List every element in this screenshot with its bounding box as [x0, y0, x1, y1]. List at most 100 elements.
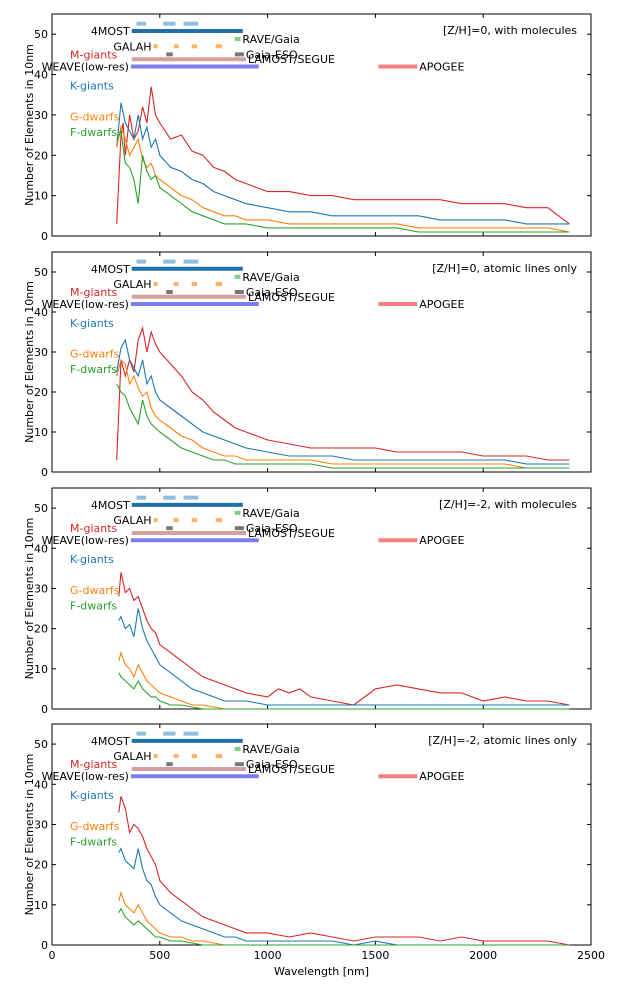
y-tick-label: 10 [34, 899, 48, 912]
y-tick-label: 50 [34, 738, 48, 751]
x-tick-label: 1000 [254, 949, 282, 962]
survey-label: LAMOST/SEGUE [248, 53, 335, 66]
survey-label: 4MOST [91, 735, 130, 748]
y-tick-label: 0 [41, 230, 48, 243]
survey-label: WEAVE(low-res) [42, 60, 129, 73]
survey-label: RAVE/Gaia [242, 743, 299, 756]
survey-label: Gaia-ESO [246, 758, 298, 771]
y-tick-label: 40 [34, 778, 48, 791]
legend-m-giants: M-giants [70, 758, 118, 771]
y-tick-label: 40 [34, 306, 48, 319]
legend-m-giants: M-giants [70, 48, 118, 61]
legend-k-giants: K-giants [70, 79, 114, 92]
survey-label: WEAVE(low-res) [42, 298, 129, 311]
survey-label: GALAH [113, 514, 151, 527]
y-tick-label: 10 [34, 663, 48, 676]
legend-k-giants: K-giants [70, 317, 114, 330]
series-line-k-giants [116, 102, 570, 225]
y-tick-label: 10 [34, 190, 48, 203]
series-line-f-dwarfs [118, 907, 570, 946]
series-line-g-dwarfs [116, 358, 570, 469]
panel-1: 0 10 20 30 40 50 Number of Elements in 10nm [Z/… [23, 13, 592, 243]
survey-label: LAMOST/SEGUE [248, 291, 335, 304]
y-tick-label: 40 [34, 542, 48, 555]
survey-label: APOGEE [419, 60, 464, 73]
survey-label: LAMOST/SEGUE [248, 763, 335, 776]
panel-title: [Z/H]=-2, atomic lines only [428, 734, 577, 747]
series-line-m-giants [116, 325, 570, 461]
y-tick-label: 20 [34, 859, 48, 872]
y-tick-label: 0 [41, 703, 48, 716]
x-tick-label: 1500 [361, 949, 389, 962]
survey-label: Gaia-ESO [246, 48, 298, 61]
y-tick-label: 20 [34, 149, 48, 162]
y-tick-label: 10 [34, 426, 48, 439]
survey-label: Gaia-ESO [246, 286, 298, 299]
y-tick-label: 50 [34, 502, 48, 515]
survey-label: RAVE/Gaia [242, 33, 299, 46]
x-tick-label: 0 [49, 949, 56, 962]
panel-title: [Z/H]=0, with molecules [443, 24, 577, 37]
y-tick-label: 40 [34, 69, 48, 82]
y-tick-label: 20 [34, 386, 48, 399]
survey-label: RAVE/Gaia [242, 271, 299, 284]
series-line-k-giants [118, 608, 570, 706]
legend-k-giants: K-giants [70, 553, 114, 566]
x-tick-label: 500 [149, 949, 170, 962]
legend-g-dwarfs: G-dwarfs [70, 111, 120, 124]
series-line-m-giants [118, 572, 570, 706]
survey-label: WEAVE(low-res) [42, 534, 129, 547]
survey-label: APOGEE [419, 298, 464, 311]
legend-f-dwarfs: F-dwarfs [70, 363, 117, 376]
x-tick-label: 2000 [469, 949, 497, 962]
series-line-g-dwarfs [116, 124, 570, 233]
legend-g-dwarfs: G-dwarfs [70, 584, 120, 597]
y-tick-label: 50 [34, 266, 48, 279]
y-tick-label: 50 [34, 28, 48, 41]
y-tick-label: 20 [34, 623, 48, 636]
series-line-m-giants [118, 796, 570, 946]
survey-label: GALAH [113, 278, 151, 291]
panel-2: 0 10 20 30 40 50 Number of Elements in 10nm [Z/… [23, 251, 592, 479]
panel-title: [Z/H]=0, atomic lines only [432, 262, 577, 275]
series-line-k-giants [116, 338, 570, 465]
panel-3: 0 10 20 30 40 50 Number of Elements in 10nm [Z/… [23, 487, 592, 716]
y-axis-label: Number of Elements in 10nm [23, 281, 36, 443]
y-tick-label: 0 [41, 466, 48, 479]
y-axis-label: Number of Elements in 10nm [23, 518, 36, 680]
legend-m-giants: M-giants [70, 522, 118, 535]
legend-g-dwarfs: G-dwarfs [70, 820, 120, 833]
legend-f-dwarfs: F-dwarfs [70, 126, 117, 139]
survey-label: LAMOST/SEGUE [248, 527, 335, 540]
legend-g-dwarfs: G-dwarfs [70, 348, 120, 361]
y-tick-label: 30 [34, 346, 48, 359]
y-tick-label: 30 [34, 109, 48, 122]
survey-label: RAVE/Gaia [242, 507, 299, 520]
series-line-f-dwarfs [116, 383, 570, 469]
legend-f-dwarfs: F-dwarfs [70, 600, 117, 613]
y-axis-label: Number of Elements in 10nm [23, 44, 36, 206]
y-tick-label: 30 [34, 818, 48, 831]
survey-label: GALAH [113, 40, 151, 53]
panel-title: [Z/H]=-2, with molecules [439, 498, 577, 511]
legend-m-giants: M-giants [70, 286, 118, 299]
series-line-f-dwarfs [118, 672, 570, 710]
legend-f-dwarfs: F-dwarfs [70, 836, 117, 849]
survey-label: WEAVE(low-res) [42, 770, 129, 783]
x-tick-label: 2500 [577, 949, 605, 962]
series-line-f-dwarfs [116, 129, 570, 233]
plot-frame [51, 13, 592, 237]
y-tick-label: 0 [41, 939, 48, 952]
survey-label: APOGEE [419, 770, 464, 783]
legend-k-giants: K-giants [70, 789, 114, 802]
y-axis-label: Number of Elements in 10nm [23, 754, 36, 916]
survey-label: 4MOST [91, 263, 130, 276]
survey-label: GALAH [113, 750, 151, 763]
y-tick-label: 30 [34, 582, 48, 595]
survey-label: 4MOST [91, 499, 130, 512]
survey-label: 4MOST [91, 25, 130, 38]
x-axis-label: Wavelength [nm] [274, 965, 369, 978]
survey-label: Gaia-ESO [246, 522, 298, 535]
